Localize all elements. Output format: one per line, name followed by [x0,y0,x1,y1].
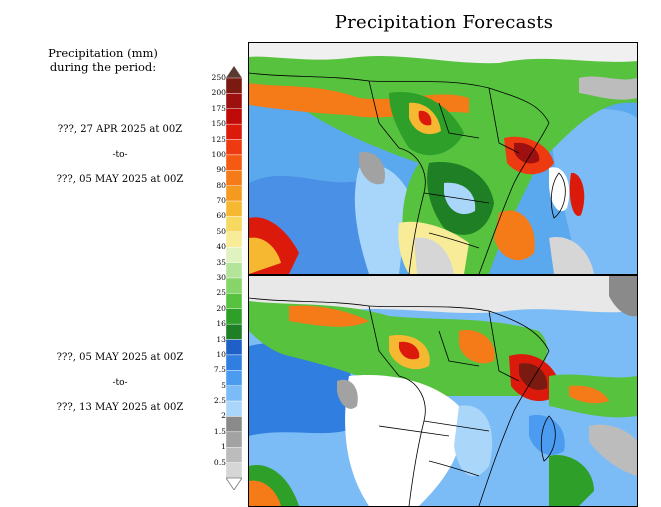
colorbar-tick-label: 70 [216,196,226,206]
colorbar-arrow-bottom [226,477,242,490]
colorbar-tick-label: 50 [216,226,226,236]
colorbar-tick-label: 35 [216,257,226,267]
colorbar-swatch [226,431,242,448]
colorbar-swatch [226,277,242,294]
colorbar-swatch [226,416,242,433]
colorbar-tick-label: 250 [211,73,227,82]
map-panel-period-1 [248,42,638,275]
colorbar-swatch [226,139,242,156]
colorbar-swatch [226,447,242,463]
chart-title: Precipitation Forecasts [334,12,554,33]
colorbar-tick-label: 5 [221,380,226,390]
colorbar-tick-label: 90 [216,165,226,175]
colorbar-swatch [226,123,242,140]
colorbar-swatch [226,185,242,202]
legend-title: Precipitation (mm) during the period: [28,46,178,74]
colorbar [226,66,242,490]
colorbar-tick-label: 125 [211,134,227,144]
colorbar-swatch [226,247,242,263]
colorbar-swatch [226,216,242,233]
precip-map-2 [249,276,637,506]
colorbar-swatch [226,308,242,325]
colorbar-swatch [226,354,242,371]
period-1-separator: -to- [112,150,128,160]
colorbar-swatch [226,262,242,279]
colorbar-tick-label: 1.5 [213,426,226,436]
colorbar-swatch [226,77,242,94]
colorbar-swatch [226,293,242,309]
colorbar-tick-label: 2 [221,411,226,421]
colorbar-tick-label: 13 [216,334,226,344]
colorbar-tick-label: 200 [211,88,227,98]
colorbar-tick-label: 10 [216,349,226,359]
colorbar-tick-label: 2.5 [213,396,226,406]
colorbar-tick-label: 80 [216,180,226,190]
colorbar-tick-label: 0.5 [213,457,226,467]
colorbar-tick-label: 100 [211,149,227,159]
colorbar-swatch [226,154,242,171]
period-1-end: ???, 05 MAY 2025 at 00Z [56,174,184,185]
period-2-end: ???, 13 MAY 2025 at 00Z [56,402,184,413]
colorbar-tick-label: 16 [216,319,226,329]
period-1-label: ???, 27 APR 2025 at 00Z -to- ???, 05 MAY… [40,124,200,186]
colorbar-swatch [226,385,242,402]
colorbar-tick-label: 175 [211,103,227,113]
period-1-start: ???, 27 APR 2025 at 00Z [57,124,183,135]
colorbar-swatch [226,400,242,417]
colorbar-tick-label: 1 [221,442,226,452]
colorbar-tick-label: 20 [216,303,226,313]
map-panel-period-2 [248,275,638,507]
colorbar-swatch [226,170,242,186]
colorbar-swatch [226,93,242,109]
legend-title-line1: Precipitation (mm) [48,46,158,60]
colorbar-tick-label: 40 [216,242,226,252]
colorbar-tick-label: 7.5 [213,365,226,375]
colorbar-swatch [226,200,242,217]
colorbar-swatch [226,323,242,340]
period-2-separator: -to- [112,378,128,388]
precip-map-1 [249,43,637,274]
colorbar-tick-label: 25 [216,288,226,298]
legend-title-line2: during the period: [49,60,157,74]
colorbar-tick-label: 60 [216,211,226,221]
colorbar-swatch [226,462,242,479]
colorbar-tick-label: 30 [216,273,226,282]
period-2-start: ???, 05 MAY 2025 at 00Z [56,352,184,363]
colorbar-swatch [226,339,242,356]
colorbar-swatch [226,231,242,248]
colorbar-swatch [226,108,242,125]
colorbar-arrow-top [226,66,242,78]
period-2-label: ???, 05 MAY 2025 at 00Z -to- ???, 13 MAY… [40,352,200,414]
colorbar-tick-label: 150 [211,119,227,129]
colorbar-swatch [226,370,242,386]
